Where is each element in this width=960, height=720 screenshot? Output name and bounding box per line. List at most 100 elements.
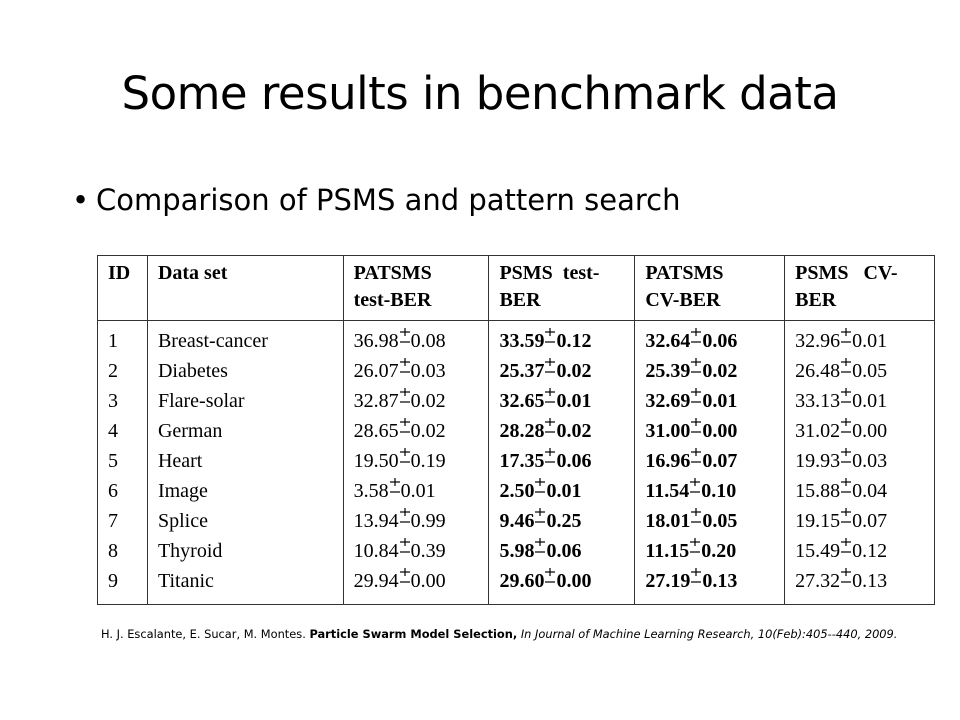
cell-mean: 15.49	[795, 540, 841, 562]
cell-dataset: Titanic	[146, 566, 344, 605]
cell-psms-test: 2.50 0.01	[488, 476, 636, 506]
cell-dataset: German	[146, 416, 344, 446]
cell-mean: 32.64	[645, 330, 691, 352]
cell-mean: 15.88	[795, 480, 841, 502]
cell-mean: 16.96	[645, 450, 691, 472]
cell-patsms-test: 19.50 0.19	[342, 446, 490, 476]
header-patsms-cv-ber: PATSMS CV-BER	[634, 255, 786, 321]
cell-mean: 32.69	[645, 390, 691, 412]
cell-mean: 3.58	[353, 480, 389, 502]
cell-id: 6	[97, 476, 148, 506]
plus-minus-icon	[840, 567, 852, 585]
cell-id: 2	[97, 356, 148, 386]
plus-minus-icon	[840, 477, 852, 495]
plus-minus-icon	[399, 387, 411, 405]
cell-mean: 13.94	[353, 510, 399, 532]
table-header-row: ID Data set PATSMS test-BER PSMS test- BER…	[97, 255, 935, 321]
cell-psms-cv: 32.96 0.01	[784, 326, 935, 356]
plus-minus-icon	[840, 507, 852, 525]
cell-psms-cv: 33.13 0.01	[784, 386, 935, 416]
cell-std: 0.13	[702, 570, 738, 592]
cell-std: 0.01	[546, 480, 582, 502]
cell-std: 0.02	[702, 360, 738, 382]
cell-mean: 33.13	[795, 390, 841, 412]
cell-std: 0.13	[852, 570, 888, 592]
plus-minus-icon	[690, 567, 702, 585]
cell-patsms-cv: 11.54 0.10	[634, 476, 786, 506]
cell-id: 7	[97, 506, 148, 536]
cell-psms-cv: 19.15 0.07	[784, 506, 935, 536]
cell-std: 0.02	[410, 420, 446, 442]
cell-patsms-cv: 25.39 0.02	[634, 356, 786, 386]
cell-std: 0.39	[410, 540, 446, 562]
cell-psms-cv: 15.88 0.04	[784, 476, 935, 506]
cell-std: 0.01	[852, 330, 888, 352]
plus-minus-icon	[534, 507, 546, 525]
table-row: 9 Titanic 29.94 0.00 29.60 0.00 27.19 0.13 27.32…	[97, 566, 935, 605]
cell-psms-test: 9.46 0.25	[488, 506, 636, 536]
cell-psms-test: 29.60 0.00	[488, 566, 636, 605]
header-psms-test-ber: PSMS test- BER	[488, 255, 636, 321]
citation-authors: H. J. Escalante, E. Sucar, M. Montes.	[101, 627, 310, 641]
cell-std: 0.00	[556, 570, 592, 592]
cell-patsms-test: 36.98 0.08	[342, 326, 490, 356]
plus-minus-icon	[544, 357, 556, 375]
cell-patsms-test: 10.84 0.39	[342, 536, 490, 566]
cell-psms-cv: 27.32 0.13	[784, 566, 935, 605]
cell-mean: 27.19	[645, 570, 691, 592]
cell-patsms-test: 28.65 0.02	[342, 416, 490, 446]
cell-psms-cv: 26.48 0.05	[784, 356, 935, 386]
cell-patsms-cv: 32.64 0.06	[634, 326, 786, 356]
cell-dataset: Flare-solar	[146, 386, 344, 416]
cell-dataset: Diabetes	[146, 356, 344, 386]
cell-mean: 19.15	[795, 510, 841, 532]
plus-minus-icon	[840, 537, 852, 555]
header-id: ID	[97, 255, 148, 321]
plus-minus-icon	[544, 327, 556, 345]
cell-std: 0.01	[702, 390, 738, 412]
cell-std: 0.04	[852, 480, 888, 502]
cell-std: 0.03	[410, 360, 446, 382]
table-row: 4 German 28.65 0.02 28.28 0.02 31.00 0.00 31.02 0…	[97, 416, 935, 446]
cell-dataset: Splice	[146, 506, 344, 536]
plus-minus-icon	[840, 447, 852, 465]
cell-patsms-cv: 11.15 0.20	[634, 536, 786, 566]
cell-std: 0.07	[852, 510, 888, 532]
slide-title: Some results in benchmark data	[121, 67, 839, 120]
cell-id: 4	[97, 416, 148, 446]
cell-std: 0.12	[556, 330, 592, 352]
table-row: 7 Splice 13.94 0.99 9.46 0.25 18.01 0.05 19.15 0.…	[97, 506, 935, 536]
cell-std: 0.02	[556, 420, 592, 442]
plus-minus-icon	[689, 537, 701, 555]
cell-mean: 25.39	[645, 360, 691, 382]
cell-mean: 2.50	[499, 480, 535, 502]
cell-mean: 28.28	[499, 420, 545, 442]
plus-minus-icon	[840, 327, 852, 345]
cell-psms-cv: 19.93 0.03	[784, 446, 935, 476]
citation-title: Particle Swarm Model Selection,	[309, 627, 518, 641]
plus-minus-icon	[690, 417, 702, 435]
plus-minus-icon	[399, 567, 411, 585]
cell-std: 0.00	[410, 570, 446, 592]
plus-minus-icon	[690, 357, 702, 375]
cell-std: 0.20	[701, 540, 737, 562]
plus-minus-icon	[534, 537, 546, 555]
cell-mean: 27.32	[795, 570, 841, 592]
cell-id: 1	[97, 326, 148, 356]
header-patsms-test-ber: PATSMS test-BER	[342, 255, 490, 321]
header-dataset: Data set	[146, 255, 344, 321]
cell-mean: 36.98	[353, 330, 399, 352]
cell-id: 8	[97, 536, 148, 566]
cell-patsms-test: 32.87 0.02	[342, 386, 490, 416]
cell-patsms-test: 29.94 0.00	[342, 566, 490, 605]
plus-minus-icon	[840, 387, 852, 405]
cell-patsms-cv: 27.19 0.13	[634, 566, 786, 605]
plus-minus-icon	[840, 417, 852, 435]
cell-mean: 32.65	[499, 390, 545, 412]
cell-dataset: Breast-cancer	[146, 326, 344, 356]
cell-std: 0.12	[852, 540, 888, 562]
plus-minus-icon	[840, 357, 852, 375]
plus-minus-icon	[690, 507, 702, 525]
cell-mean: 19.50	[353, 450, 399, 472]
cell-std: 0.01	[400, 480, 436, 502]
